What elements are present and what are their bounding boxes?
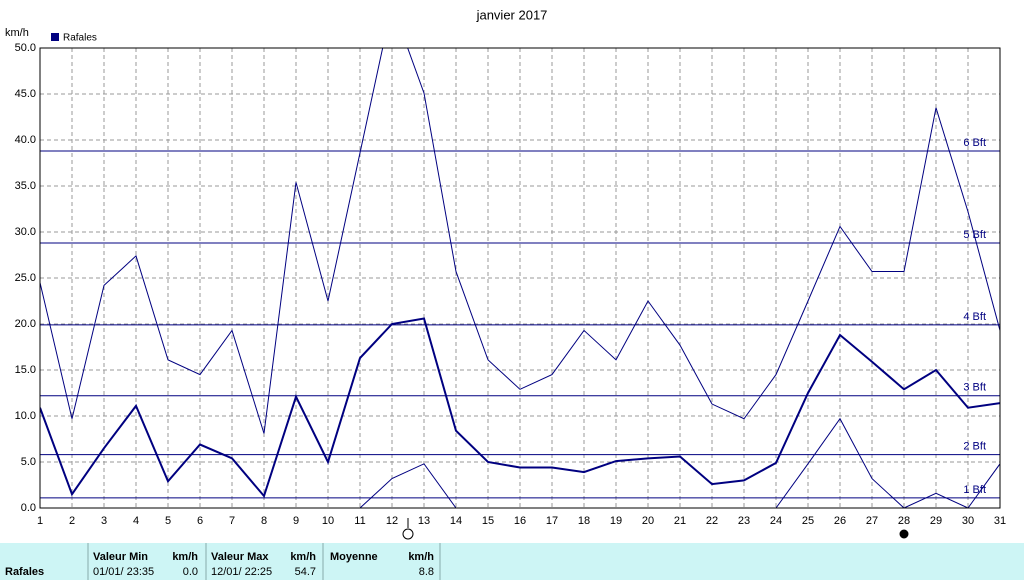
new-moon: [899, 529, 909, 539]
x-tick-label: 18: [578, 515, 590, 527]
summary-header: Moyenne: [330, 551, 378, 563]
x-tick-label: 1: [37, 515, 43, 527]
summary-bar: [0, 543, 1024, 580]
summary-dividers: [87, 543, 441, 580]
x-tick-label: 6: [197, 515, 203, 527]
legend-label: Rafales: [63, 33, 97, 44]
y-tick-label: 35.0: [15, 180, 36, 192]
x-tick-label: 22: [706, 515, 718, 527]
summary-unit: km/h: [172, 551, 198, 563]
y-tick-label: 10.0: [15, 410, 36, 422]
x-tick-label: 25: [802, 515, 814, 527]
x-tick-label: 19: [610, 515, 622, 527]
x-tick-label: 5: [165, 515, 171, 527]
x-tick-label: 2: [69, 515, 75, 527]
chart-title: janvier 2017: [476, 7, 548, 22]
series-line: [40, 317, 1000, 499]
x-tick-label: 31: [994, 515, 1006, 527]
x-tick-label: 28: [898, 515, 910, 527]
beaufort-label: 6 Bft: [963, 137, 986, 149]
x-tick-label: 21: [674, 515, 686, 527]
x-tick-label: 16: [514, 515, 526, 527]
x-tick-label: 13: [418, 515, 430, 527]
summary-value: 54.7: [295, 566, 316, 578]
x-tick-label: 29: [930, 515, 942, 527]
y-axis-label: km/h: [5, 27, 29, 39]
beaufort-label: 4 Bft: [963, 311, 986, 323]
full-moon: [402, 528, 414, 540]
summary-date: 01/01/ 23:35: [93, 566, 154, 578]
x-tick-label: 9: [293, 515, 299, 527]
x-tick-label: 14: [450, 515, 462, 527]
x-tick-label: 27: [866, 515, 878, 527]
legend-swatch: [51, 33, 59, 41]
summary-header: Valeur Max: [211, 551, 269, 563]
x-tick-label: 17: [546, 515, 558, 527]
series-line: [40, 417, 1000, 508]
x-tick-label: 24: [770, 515, 782, 527]
summary-value: 0.0: [183, 566, 198, 578]
summary-unit: km/h: [290, 551, 316, 563]
y-tick-label: 25.0: [15, 272, 36, 284]
y-tick-label: 15.0: [15, 364, 36, 376]
y-tick-label: 40.0: [15, 134, 36, 146]
summary-value: 8.8: [419, 566, 434, 578]
y-tick-label: 0.0: [21, 502, 36, 514]
x-tick-label: 3: [101, 515, 107, 527]
series-line: [40, 48, 1000, 434]
beaufort-label: 2 Bft: [963, 441, 986, 453]
x-tick-label: 23: [738, 515, 750, 527]
y-tick-label: 45.0: [15, 88, 36, 100]
x-tick-label: 11: [354, 515, 365, 527]
x-tick-label: 4: [133, 515, 139, 527]
x-tick-label: 7: [229, 515, 235, 527]
beaufort-label: 3 Bft: [963, 382, 986, 394]
plot-frame: [39, 47, 1001, 509]
beaufort-label: 1 Bft: [963, 484, 986, 496]
x-tick-label: 20: [642, 515, 654, 527]
x-tick-label: 15: [482, 515, 494, 527]
x-tick-label: 26: [834, 515, 846, 527]
summary-unit: km/h: [408, 551, 434, 563]
summary-header: Valeur Min: [93, 551, 148, 563]
y-tick-label: 5.0: [21, 456, 36, 468]
x-tick-label: 8: [261, 515, 267, 527]
x-tick-label: 10: [322, 515, 334, 527]
y-tick-label: 30.0: [15, 226, 36, 238]
summary-row-label: Rafales: [5, 566, 44, 578]
y-tick-label: 50.0: [15, 42, 36, 54]
summary-date: 12/01/ 22:25: [211, 566, 272, 578]
x-tick-label: 12: [386, 515, 398, 527]
y-tick-label: 20.0: [15, 318, 36, 330]
x-tick-label: 30: [962, 515, 974, 527]
